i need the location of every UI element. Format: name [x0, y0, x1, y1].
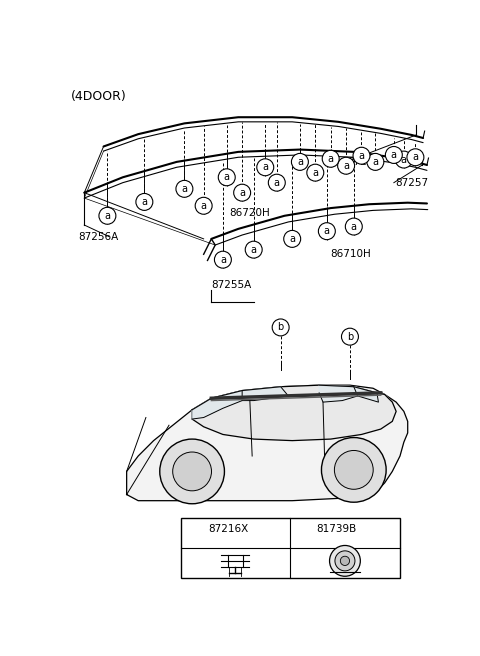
Circle shape — [330, 545, 360, 576]
Text: a: a — [401, 155, 407, 165]
Circle shape — [284, 230, 300, 247]
Text: a: a — [105, 211, 110, 221]
Text: 87258: 87258 — [348, 157, 381, 167]
Polygon shape — [354, 387, 378, 402]
Text: 87255A: 87255A — [211, 280, 252, 290]
Circle shape — [176, 180, 193, 197]
Text: a: a — [372, 157, 378, 167]
Text: a: a — [262, 162, 268, 173]
Circle shape — [218, 169, 235, 186]
Text: a: a — [391, 150, 397, 160]
Circle shape — [291, 154, 308, 171]
Circle shape — [272, 319, 289, 336]
Polygon shape — [242, 387, 288, 401]
Circle shape — [296, 522, 312, 537]
Polygon shape — [192, 390, 242, 419]
Text: 86710H: 86710H — [331, 249, 372, 259]
Circle shape — [307, 164, 324, 181]
Text: 87257: 87257 — [396, 178, 429, 188]
Text: a: a — [297, 157, 303, 167]
Circle shape — [396, 151, 412, 168]
Circle shape — [257, 159, 274, 176]
Circle shape — [335, 551, 355, 571]
Text: a: a — [312, 168, 318, 178]
Circle shape — [337, 157, 355, 174]
Text: a: a — [224, 173, 230, 182]
Text: a: a — [359, 151, 364, 161]
Circle shape — [234, 184, 251, 201]
Circle shape — [136, 194, 153, 211]
Text: a: a — [328, 154, 334, 164]
Circle shape — [345, 218, 362, 235]
Text: a: a — [289, 234, 295, 244]
Circle shape — [173, 452, 212, 491]
Text: a: a — [351, 222, 357, 232]
Polygon shape — [127, 385, 408, 501]
Circle shape — [99, 207, 116, 224]
Circle shape — [322, 150, 339, 167]
Bar — [180, 518, 400, 578]
Circle shape — [215, 251, 231, 268]
Text: 87216X: 87216X — [208, 524, 249, 534]
Text: a: a — [324, 226, 330, 236]
Text: 87256A: 87256A — [78, 232, 119, 241]
Circle shape — [245, 241, 262, 258]
Text: b: b — [277, 323, 284, 333]
Text: a: a — [220, 255, 226, 264]
Circle shape — [385, 146, 402, 163]
Circle shape — [195, 197, 212, 215]
Text: b: b — [347, 332, 353, 342]
Circle shape — [341, 328, 359, 345]
Text: 86720H: 86720H — [229, 209, 270, 218]
Text: a: a — [201, 201, 207, 211]
Circle shape — [367, 154, 384, 171]
Text: a: a — [343, 161, 349, 171]
Text: 81739B: 81739B — [316, 524, 356, 534]
Circle shape — [407, 149, 424, 166]
Text: b: b — [300, 524, 307, 534]
Circle shape — [268, 174, 285, 191]
Text: a: a — [193, 524, 199, 534]
Circle shape — [160, 439, 225, 504]
Circle shape — [353, 147, 370, 164]
Text: a: a — [142, 197, 147, 207]
Text: a: a — [251, 245, 257, 255]
Text: a: a — [181, 184, 187, 194]
Polygon shape — [192, 385, 396, 441]
Circle shape — [188, 522, 204, 537]
Circle shape — [335, 451, 373, 489]
Circle shape — [322, 438, 386, 502]
Circle shape — [318, 222, 336, 239]
Text: a: a — [274, 178, 280, 188]
Text: (4DOOR): (4DOOR) — [71, 91, 126, 103]
Text: a: a — [412, 152, 419, 162]
Circle shape — [340, 556, 349, 565]
Polygon shape — [319, 385, 358, 402]
Text: a: a — [239, 188, 245, 197]
